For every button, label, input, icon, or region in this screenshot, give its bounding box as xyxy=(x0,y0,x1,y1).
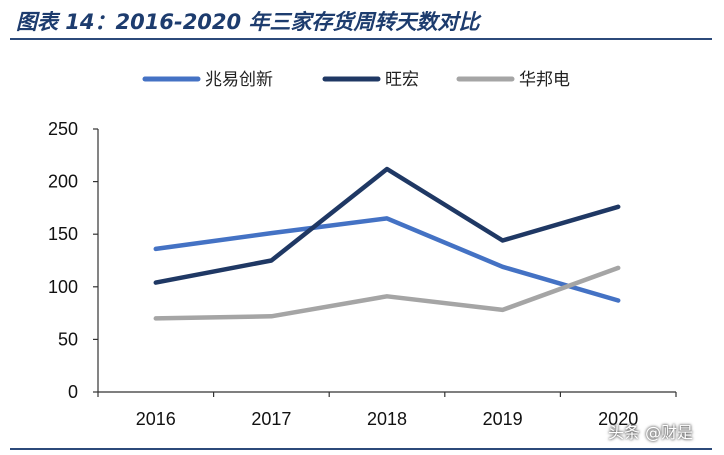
y-tick-label: 200 xyxy=(48,172,78,192)
series-line-2 xyxy=(153,265,621,321)
y-tick-label: 50 xyxy=(58,329,78,349)
y-tick-label: 100 xyxy=(48,277,78,297)
axes: 0 50 100 150 200 250 2016 2017 2018 2019 2020 xyxy=(48,119,677,429)
legend: 兆易创新 旺宏 华邦电 xyxy=(142,70,570,90)
watermark: 头条 @财是 xyxy=(608,423,694,442)
bottom-rule xyxy=(10,448,712,450)
y-tick-label: 150 xyxy=(48,224,78,244)
series-line-0 xyxy=(153,216,621,303)
legend-label: 旺宏 xyxy=(385,70,419,90)
x-tick-label: 2017 xyxy=(251,409,291,429)
series-group xyxy=(153,166,621,321)
x-tick-label: 2018 xyxy=(367,409,407,429)
legend-item: 兆易创新 xyxy=(142,70,273,90)
y-tick-label: 250 xyxy=(48,119,78,139)
page-title: 图表 14：2016-2020 年三家存货周转天数对比 xyxy=(16,10,480,34)
x-tick-label: 2019 xyxy=(483,409,523,429)
y-tick-label: 0 xyxy=(68,382,78,402)
legend-item: 旺宏 xyxy=(322,70,419,90)
x-tick-label: 2020 xyxy=(598,409,638,429)
series-line-1 xyxy=(153,166,621,285)
legend-item: 华邦电 xyxy=(456,70,570,90)
x-tick-label: 2016 xyxy=(136,409,176,429)
title-bar: 图表 14：2016-2020 年三家存货周转天数对比 xyxy=(10,2,712,40)
legend-label: 兆易创新 xyxy=(205,70,273,90)
legend-label: 华邦电 xyxy=(519,70,570,90)
